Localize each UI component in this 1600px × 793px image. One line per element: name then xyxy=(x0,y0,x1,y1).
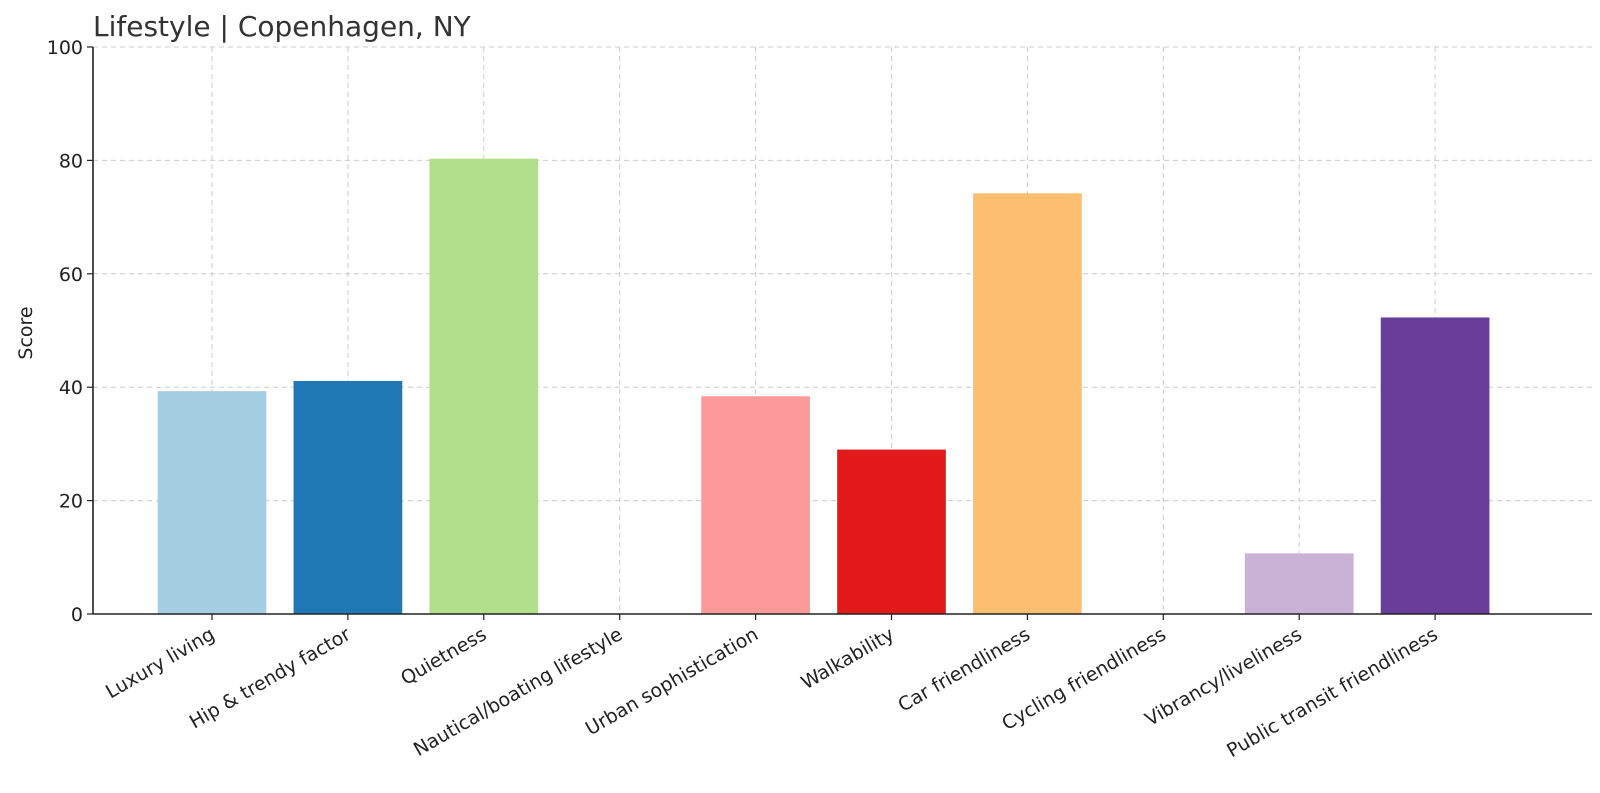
bar xyxy=(973,193,1082,614)
y-tick-labels: 0 20 40 60 80 100 xyxy=(47,37,93,626)
y-tick-label: 40 xyxy=(59,377,83,399)
bar xyxy=(1380,317,1490,614)
x-tick-label: Walkability xyxy=(797,623,898,694)
y-axis-label: Score xyxy=(15,306,37,359)
y-tick-label: 60 xyxy=(59,264,83,286)
bar xyxy=(429,158,539,614)
x-tick-label: Luxury living xyxy=(102,623,219,703)
bar xyxy=(701,396,810,614)
bars xyxy=(157,158,1490,614)
y-tick-label: 100 xyxy=(47,37,83,59)
y-tick-label: 80 xyxy=(59,150,83,172)
bar xyxy=(1244,553,1354,614)
axes xyxy=(92,47,1592,615)
bar xyxy=(837,449,946,614)
y-tick-label: 20 xyxy=(59,491,83,513)
y-tick-label: 0 xyxy=(71,604,83,626)
x-tick-label: Car friendliness xyxy=(894,623,1034,716)
bar xyxy=(293,380,403,614)
chart-title: Lifestyle | Copenhagen, NY xyxy=(93,10,472,43)
x-tick-label: Quietness xyxy=(397,623,490,690)
bar xyxy=(157,391,267,614)
x-tick-label: Public transit friendliness xyxy=(1223,623,1441,762)
